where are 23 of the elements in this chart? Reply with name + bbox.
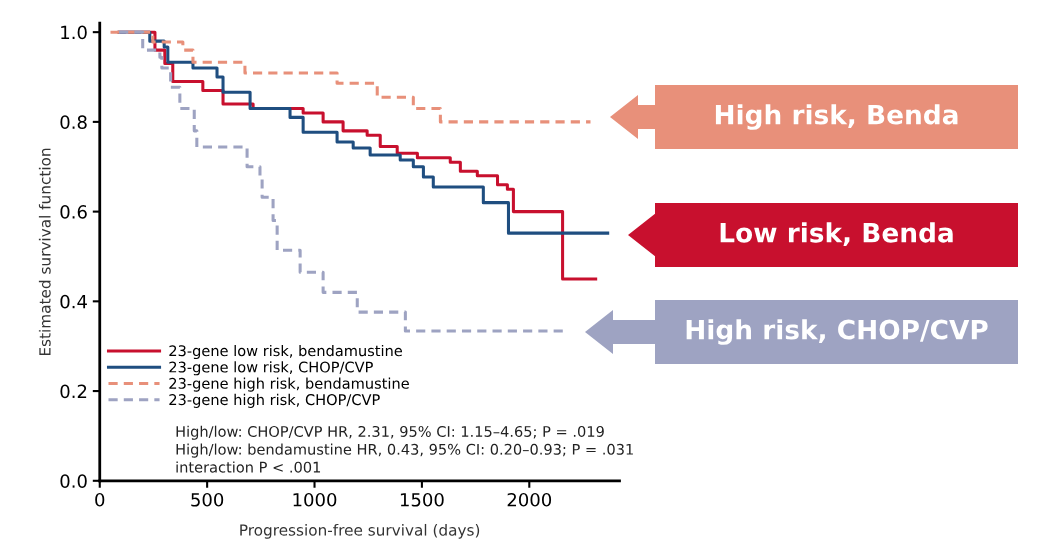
annotation: interaction P < .001	[176, 461, 321, 473]
y-tick-label: 0.8	[60, 115, 87, 129]
y-tick-label: 0.4	[60, 294, 87, 309]
y-tick-label: 0.0	[60, 474, 87, 488]
annotation: High/low: CHOP/CVP HR, 2.31, 95% CI: 1.15–4.65; P = .019	[176, 425, 604, 440]
legend-label: 23-gene low risk, CHOP/CVP	[169, 361, 373, 376]
x-tick-label: 1000	[293, 492, 337, 507]
x-tick-label: 0	[95, 492, 105, 507]
text: High risk, CHOP/CVP	[686, 319, 988, 345]
legend-label: 23-gene low risk, bendamustine	[169, 344, 403, 360]
x-tick-label: 2000	[507, 492, 552, 507]
y-tick-label: 0.2	[60, 384, 87, 399]
y-tick-label: 1.0	[61, 25, 87, 40]
x-tick-label: 1500	[400, 492, 444, 507]
y-axis-title: Estimated survival function	[38, 148, 51, 356]
x-tick-label: 500	[191, 492, 224, 507]
legend-label: 23-gene high risk, bendamustine	[169, 377, 409, 392]
legend-label: 23-gene high risk, CHOP/CVP	[169, 393, 380, 408]
text: High risk, Benda	[715, 104, 958, 130]
annotation: High/low: bendamustine HR, 0.43, 95% CI: 0.20–0.93; P = .031	[176, 443, 633, 458]
y-tick-label: 0.6	[60, 205, 87, 219]
x-axis-title: Progression-free survival (days)	[240, 523, 480, 539]
text: Low risk, Benda	[720, 222, 953, 247]
